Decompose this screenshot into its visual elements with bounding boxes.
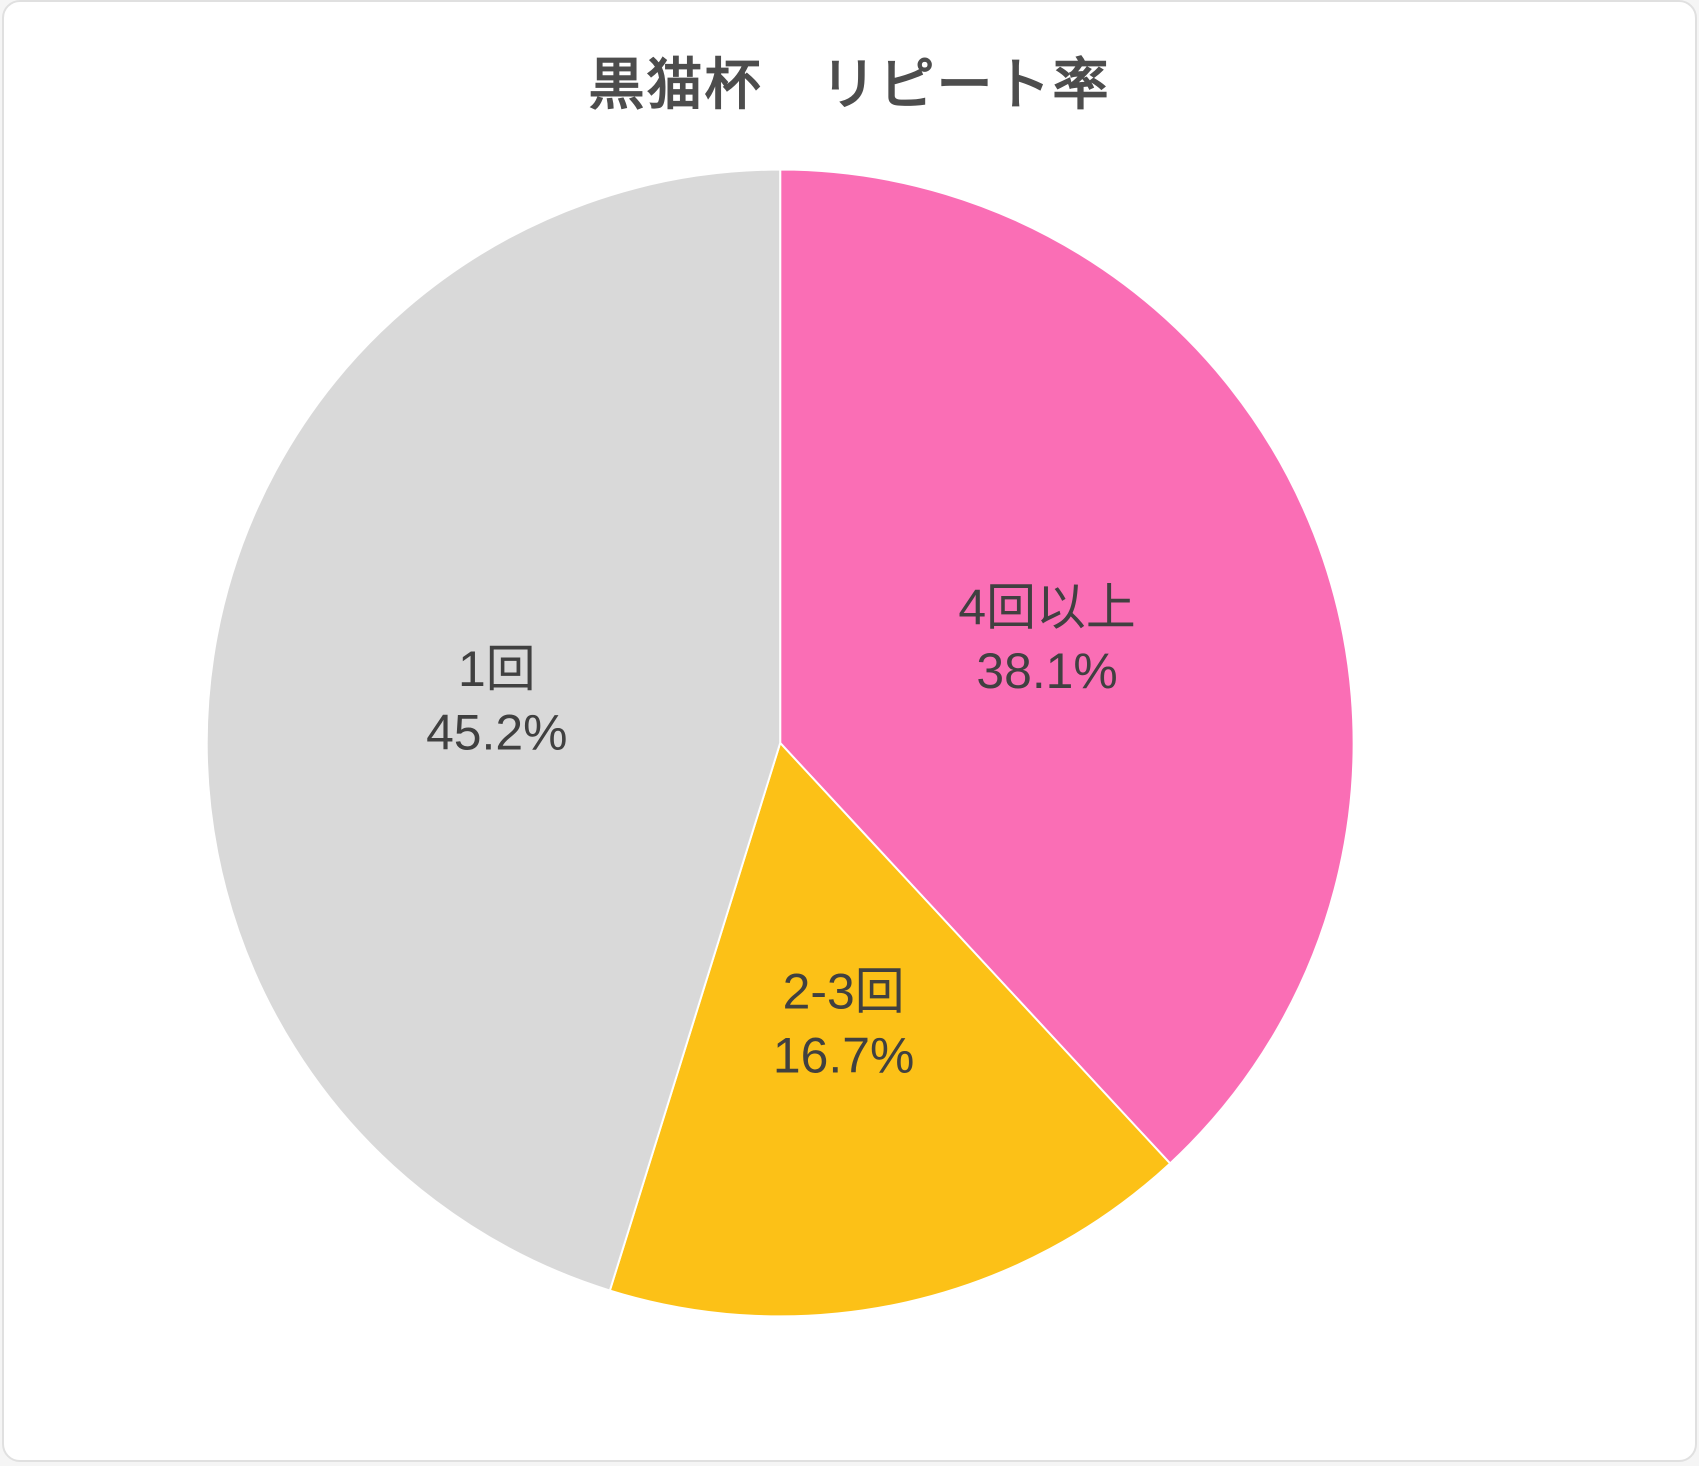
pie-slice-label-percent: 38.1% [976, 643, 1117, 699]
pie-slice-label-percent: 45.2% [426, 705, 567, 761]
pie-slice-1 [608, 741, 1172, 1318]
pie-slice-label-name: 4回以上 [958, 579, 1135, 635]
pie-slice-label-2: 1回 45.2% [426, 641, 567, 761]
pie-slice-label-0: 4回以上 38.1% [958, 579, 1135, 699]
chart-title: 黒猫杯 リピート率 [588, 53, 1111, 116]
pie-chart: 4回以上 38.1% 2-3回 16.7% 1回 45.2% [205, 168, 1355, 1318]
pie-slice-label-name: 1回 [458, 641, 536, 697]
pie-slice-label-1: 2-3回 16.7% [773, 964, 914, 1084]
pie-slice-2 [205, 168, 782, 1292]
pie-slice-0 [779, 168, 1355, 1165]
pie-slice-label-name: 2-3回 [783, 964, 905, 1020]
pie-slice-label-percent: 16.7% [773, 1027, 914, 1083]
